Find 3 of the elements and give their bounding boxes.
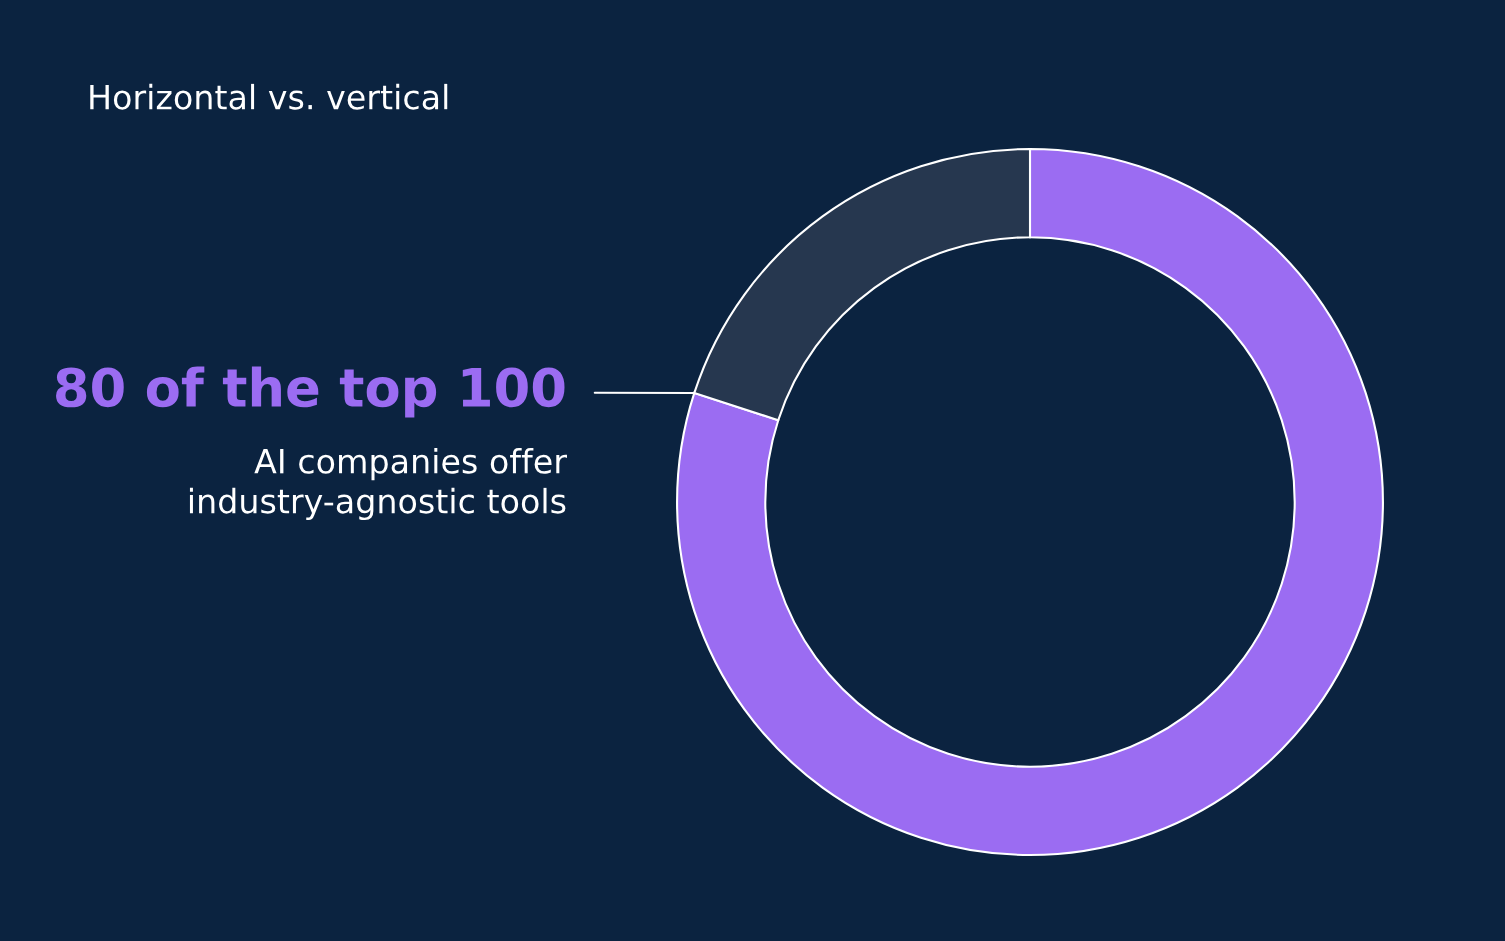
text: 80 of the top 100 (56, 366, 565, 418)
text: AI companies offer industry-agnostic tools (189, 448, 567, 521)
text: Horizontal vs. vertical (90, 83, 448, 110)
